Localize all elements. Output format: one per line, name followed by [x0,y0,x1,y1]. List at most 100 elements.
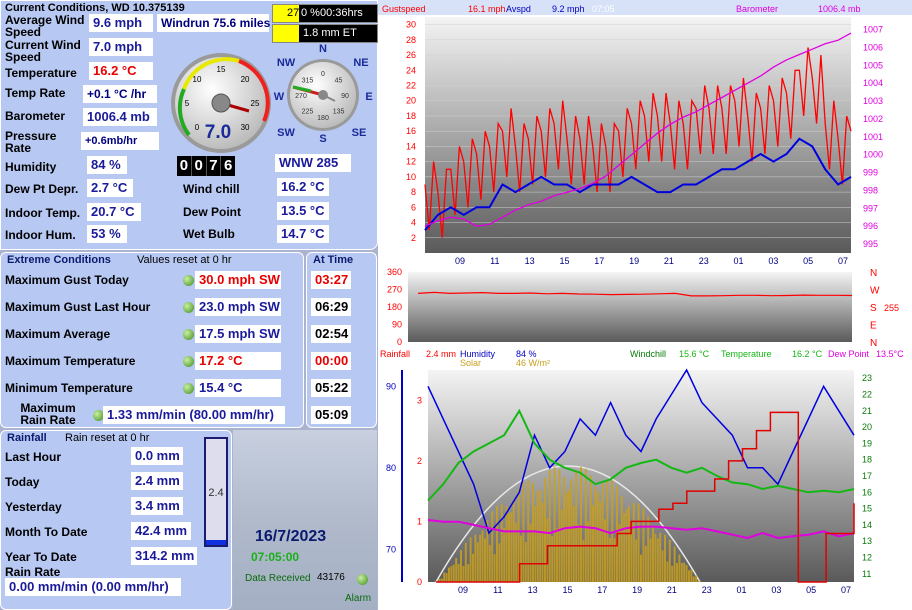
solar-bar [469,537,472,582]
solar-bar [448,567,450,582]
temp-tick-label: 13 [862,536,872,546]
rain-value: 2.4 mm [426,349,456,359]
solar-bar [450,565,453,582]
solar-bar [512,499,515,582]
rain-label: Rainfall [380,349,410,359]
solar-bar [589,475,592,582]
solar-label: Solar [460,358,481,368]
rain-tick-label: 0 [417,577,422,587]
extreme-label: Maximum Gust Today [5,273,129,287]
solar-bar [500,503,503,582]
rain-title: Rainfall [7,432,47,444]
y-tick-label: 270 [387,285,402,295]
x-tick-label: 07 [841,585,851,595]
windchill-label: Windchill [630,349,666,359]
y-tick-label: 18 [406,111,416,121]
series-dew-point-line [427,519,855,540]
x-tick-label: 19 [632,585,642,595]
temp-rate-value: +0.1 °C /hr [83,85,157,103]
humidity-label: Humidity [460,349,496,359]
y-tick-label: 22 [406,81,416,91]
solar-bar [683,562,686,582]
indoor-hum-label: Indoor Hum. [5,228,76,242]
solar-bar [640,554,642,582]
series-gustspeed-line [424,47,852,238]
solar-bar [606,479,609,582]
temp-tick-label: 22 [862,389,872,399]
at-time-panel: At Time 03:27 06:29 02:54 00:00 05:22 05:09 [306,252,377,428]
extreme-label: Maximum Gust Last Hour [5,300,151,314]
extreme-time: 03:27 [311,271,351,289]
solar-bar [464,542,467,582]
rain-tube-fill [206,539,226,545]
temp-tick-label: 14 [862,520,872,530]
avspd-value: 9.2 mph [552,4,585,14]
solar-bar [479,534,482,582]
y-tick-label: 2 [411,233,416,243]
solar-bar [668,539,671,582]
solar-bar [558,469,561,582]
temp-rate-label: Temp Rate [5,86,66,100]
solar-bar [460,549,462,582]
windrun-odometer: 0 0 7 6 [177,156,235,176]
y-tick-label: 14 [406,141,416,151]
y2-tick-label: 1003 [863,96,883,106]
humidity-label: Humidity [5,160,57,174]
indoor-temp-label: Indoor Temp. [5,206,81,220]
compass-tick-label: 180 [317,115,329,122]
alarm-label[interactable]: Alarm [345,593,372,604]
y-tick-label: 0 [397,337,402,346]
y-tick-label: 6 [411,202,416,212]
dewpoint-value: 13.5 °C [277,202,329,220]
solar-bar [587,521,590,582]
solar-bar [654,533,657,582]
x-tick-label: 11 [493,585,502,595]
solar-bar [536,490,539,582]
solar-bar [476,542,479,582]
avg-wind-value: 9.6 mph [89,14,153,32]
timer-value: 0 %00:36hrs [301,7,363,19]
series-humidity-line [427,368,855,535]
extreme-indicator-led [183,275,194,286]
y-tick-label: 4 [411,218,416,228]
rain-today-label: Today [5,475,40,489]
current-conditions-panel: Current Conditions, WD 10.375139 Average… [0,0,378,250]
wetbulb-value: 14.7 °C [277,225,329,243]
y2-tick-label: 1002 [863,114,883,124]
baro-label: Barometer [5,109,66,123]
x-tick-label: 11 [490,256,499,266]
y2-tick-label: 998 [863,185,878,195]
baro-label: Barometer [736,4,778,14]
solar-bar [635,539,638,582]
cur-wind-label: Current Wind Speed [5,38,81,64]
temp-tick-label: 20 [862,422,872,432]
indoor-temp-value: 20.7 °C [87,203,141,221]
y-tick-label: 360 [387,267,402,277]
x-tick-label: 17 [594,256,604,266]
compass-axis-label: E [870,321,877,332]
extreme-conditions-panel: Extreme Conditions Values reset at 0 hr … [0,252,304,428]
temp-tick-label: 19 [862,438,872,448]
extremes-title: Extreme Conditions [7,254,111,266]
solar-bar [656,538,659,582]
solar-bar [580,466,582,582]
speed-tick-label: 30 [241,123,250,132]
x-tick-label: 03 [771,585,781,595]
solar-bar [462,565,465,582]
solar-bar [472,553,474,582]
rain-reset-note: Rain reset at 0 hr [65,432,150,444]
solar-bar [486,520,489,582]
solar-bar [572,505,575,582]
temp-tick-label: 17 [862,471,872,481]
y-tick-label: 30 [406,20,416,30]
solar-bar [690,569,693,582]
series-temperature-line [427,408,855,502]
x-tick-label: 21 [667,585,677,595]
solar-bar [594,486,597,582]
x-tick-label: 07 [838,256,848,266]
extreme-time: 00:00 [311,352,351,370]
compass-axis-label: N [870,338,877,346]
x-tick-label: 01 [734,256,744,266]
wind-direction-value: WNW 285 [275,154,351,172]
